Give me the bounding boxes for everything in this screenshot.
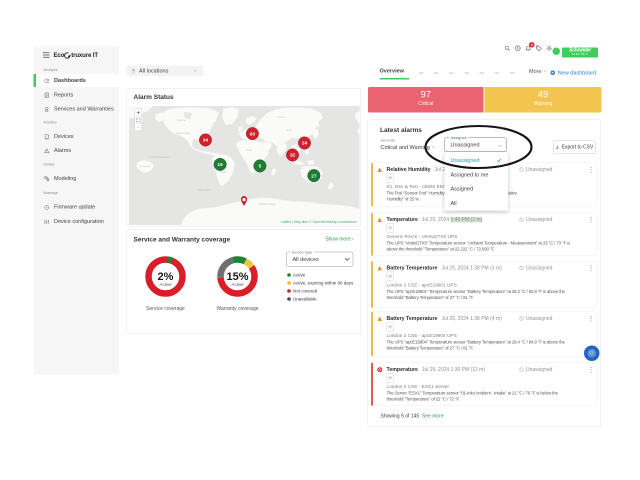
svg-text:All devices: All devices	[293, 257, 320, 263]
svg-text:Not covered: Not covered	[293, 289, 318, 294]
svg-text:Device type: Device type	[292, 250, 314, 255]
svg-text:Russia: Russia	[277, 116, 285, 119]
svg-text:32: 32	[290, 153, 296, 159]
svg-text:Active: Active	[159, 282, 172, 287]
svg-text:Active: Active	[231, 282, 244, 287]
svg-text:24: 24	[302, 141, 308, 147]
svg-text:United States: United States	[176, 132, 191, 135]
svg-text:Unavailable: Unavailable	[293, 297, 317, 302]
svg-text:North Pacific Ocean: North Pacific Ocean	[148, 156, 170, 159]
svg-text:South Atlantic: South Atlantic	[197, 189, 212, 192]
svg-text:63: 63	[250, 131, 256, 137]
svg-text:Southern Ocean: Southern Ocean	[258, 203, 276, 206]
svg-text:34: 34	[203, 138, 209, 144]
svg-text:Service coverage: Service coverage	[146, 306, 185, 312]
svg-text:Africa: Africa	[246, 149, 253, 152]
svg-text:15%: 15%	[226, 271, 248, 283]
svg-text:China: China	[286, 129, 293, 132]
svg-text:2%: 2%	[158, 271, 174, 283]
svg-text:Active: Active	[293, 273, 306, 278]
svg-text:Brazil: Brazil	[220, 171, 226, 174]
svg-text:Warranty coverage: Warranty coverage	[216, 306, 258, 312]
svg-text:16: 16	[217, 162, 223, 168]
svg-text:5: 5	[259, 164, 262, 170]
svg-text:Active, expiring within 90 day: Active, expiring within 90 days	[293, 281, 354, 286]
svg-text:27: 27	[311, 173, 317, 179]
svg-text:New Zealand: New Zealand	[140, 166, 151, 168]
svg-text:Canada: Canada	[177, 119, 186, 122]
